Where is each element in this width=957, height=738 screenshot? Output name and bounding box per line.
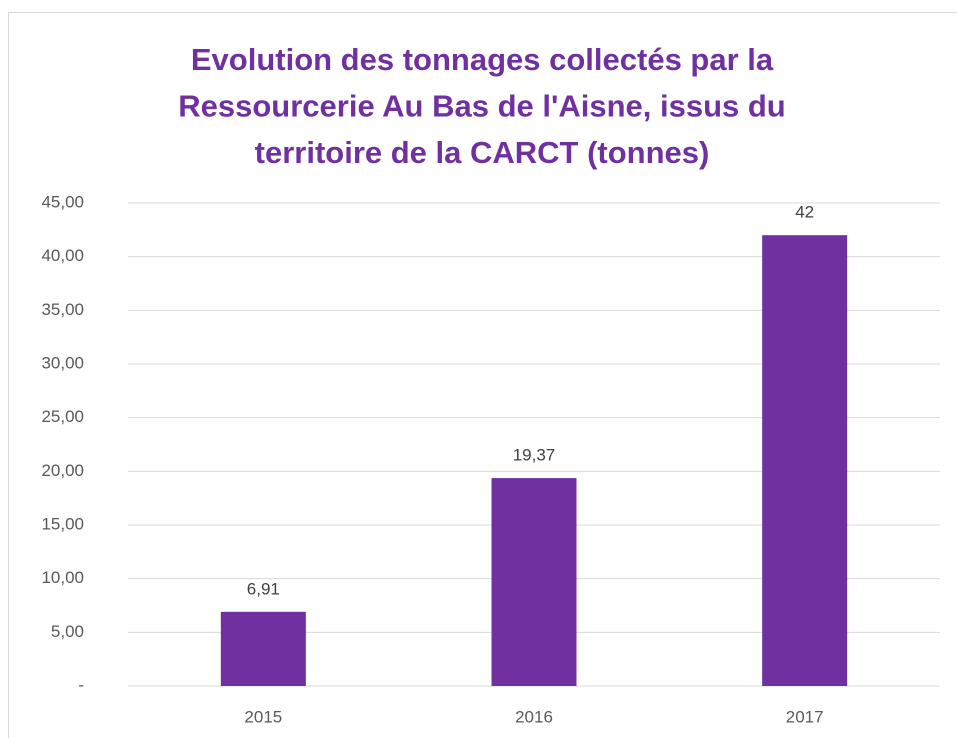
data-label: 19,37 [513, 446, 556, 465]
x-tick-label: 2015 [244, 707, 282, 726]
bar [762, 235, 848, 686]
x-tick-label: 2016 [515, 707, 553, 726]
bar [491, 478, 577, 686]
y-tick-label: 40,00 [41, 246, 84, 265]
y-tick-label: 10,00 [41, 568, 84, 587]
chart-title: territoire de la CARCT (tonnes) [255, 135, 710, 170]
data-label: 6,91 [247, 579, 280, 598]
y-tick-label: 35,00 [41, 300, 84, 319]
y-tick-label: - [78, 675, 84, 694]
chart-title: Evolution des tonnages collectés par la [191, 42, 774, 77]
y-tick-label: 30,00 [41, 353, 84, 372]
bar [220, 611, 306, 686]
y-tick-label: 25,00 [41, 407, 84, 426]
y-tick-label: 15,00 [41, 514, 84, 533]
data-label: 42 [795, 203, 814, 222]
y-tick-label: 20,00 [41, 461, 84, 480]
y-tick-label: 45,00 [41, 192, 84, 211]
chart-title: Ressourcerie Au Bas de l'Aisne, issus du [178, 89, 786, 124]
y-tick-label: 5,00 [51, 622, 84, 641]
x-tick-label: 2017 [786, 707, 824, 726]
